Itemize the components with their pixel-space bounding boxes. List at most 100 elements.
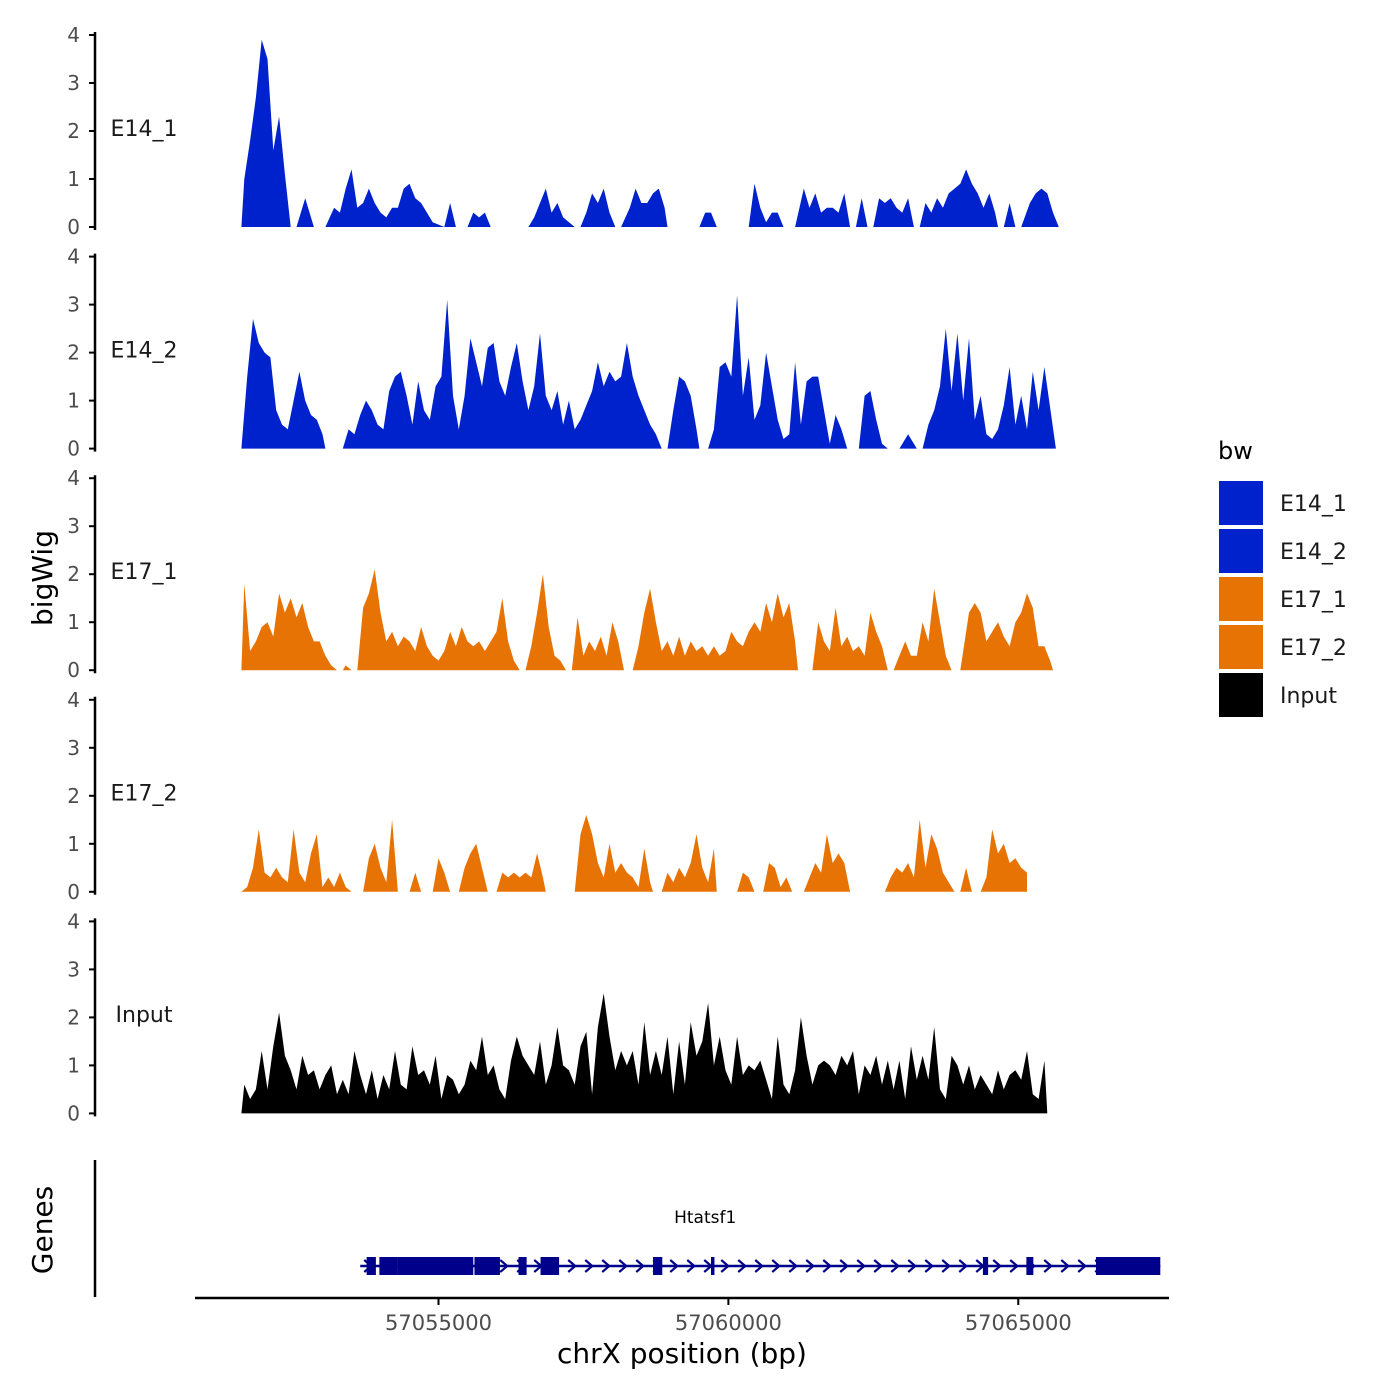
strand-arrow-icon xyxy=(754,1259,764,1273)
strand-arrow-icon xyxy=(1060,1259,1070,1273)
x-axis: 57055000 57060000 57065000 xyxy=(195,1296,1169,1335)
x-tick-label: 57055000 xyxy=(385,1311,492,1335)
y-tick-label: 0 xyxy=(67,658,80,682)
strand-arrow-icon xyxy=(822,1259,832,1273)
y-tick-label: 3 xyxy=(67,736,80,760)
track-e14_1: 0 1 2 3 4 E14_1 xyxy=(67,23,1059,239)
y-tick-label: 0 xyxy=(67,215,80,239)
gene-panel-title: Genes xyxy=(26,1186,59,1274)
strand-arrow-icon xyxy=(618,1259,628,1273)
y-tick-label: 3 xyxy=(67,293,80,317)
legend-swatch xyxy=(1219,481,1263,525)
y-tick-label: 1 xyxy=(67,167,80,191)
x-axis-title: chrX position (bp) xyxy=(557,1337,807,1370)
y-tick-label: 1 xyxy=(67,1053,80,1077)
strand-arrow-icon xyxy=(839,1259,849,1273)
y-tick-label: 0 xyxy=(67,1101,80,1125)
strand-arrow-icon xyxy=(907,1259,917,1273)
strand-arrow-icon xyxy=(737,1259,747,1273)
strand-arrow-icon xyxy=(873,1259,883,1273)
strand-arrow-icon xyxy=(856,1259,866,1273)
strand-arrow-icon xyxy=(1043,1259,1053,1273)
gene-exon xyxy=(1095,1257,1161,1275)
strand-arrow-icon xyxy=(992,1259,1002,1273)
legend-label: E14_2 xyxy=(1280,540,1347,565)
y-tick-label: 1 xyxy=(67,832,80,856)
gene-exon xyxy=(540,1257,560,1275)
legend-title: bw xyxy=(1218,437,1253,465)
area-input xyxy=(241,993,1048,1114)
track-input: 0 1 2 3 4 Input xyxy=(67,909,1048,1125)
track-label: E17_1 xyxy=(111,560,178,585)
y-tick-label: 1 xyxy=(67,389,80,413)
strand-arrow-icon xyxy=(720,1259,730,1273)
strand-arrow-icon xyxy=(567,1259,577,1273)
strand-arrow-icon xyxy=(1077,1259,1087,1273)
gene-exon xyxy=(653,1257,663,1275)
legend-label: E14_1 xyxy=(1280,492,1347,517)
track-e14_2: 0 1 2 3 4 E14_2 xyxy=(67,245,1056,461)
legend-label: E17_1 xyxy=(1280,588,1347,613)
y-tick-label: 3 xyxy=(67,71,80,95)
track-e17_2: 0 1 2 3 4 E17_2 xyxy=(67,688,1027,904)
strand-arrow-icon xyxy=(635,1259,645,1273)
y-tick-label: 2 xyxy=(67,784,80,808)
gene-exon xyxy=(397,1257,474,1275)
gene-exon xyxy=(982,1257,989,1275)
gene-exon xyxy=(518,1257,527,1275)
y-tick-label: 4 xyxy=(67,909,80,933)
gene-exon xyxy=(474,1257,500,1275)
x-tick-label: 57065000 xyxy=(965,1311,1072,1335)
legend-swatch xyxy=(1219,529,1263,573)
y-tick-label: 2 xyxy=(67,1005,80,1029)
strand-arrow-icon xyxy=(924,1259,934,1273)
strand-arrow-icon xyxy=(669,1259,679,1273)
gene-exon xyxy=(1026,1257,1034,1275)
legend-label: Input xyxy=(1280,684,1337,709)
legend-swatch xyxy=(1219,625,1263,669)
area-e14_1 xyxy=(241,39,1059,227)
legend-swatch xyxy=(1219,577,1263,621)
strand-arrow-icon xyxy=(890,1259,900,1273)
strand-arrow-icon xyxy=(788,1259,798,1273)
y-tick-label: 2 xyxy=(67,562,80,586)
legend-swatch xyxy=(1219,673,1263,717)
gene-exon xyxy=(366,1257,376,1275)
y-tick-label: 4 xyxy=(67,245,80,269)
track-label: E14_1 xyxy=(111,117,178,142)
area-e17_2 xyxy=(241,815,1027,892)
strand-arrow-icon xyxy=(1009,1259,1019,1273)
track-label: Input xyxy=(116,1003,173,1028)
strand-arrow-icon xyxy=(958,1259,968,1273)
y-tick-label: 0 xyxy=(67,880,80,904)
area-e14_2 xyxy=(241,295,1056,449)
strand-arrow-icon xyxy=(941,1259,951,1273)
gene-exon xyxy=(379,1257,398,1275)
strand-arrow-icon xyxy=(771,1259,781,1273)
y-axis-title: bigWig xyxy=(26,530,59,626)
strand-arrow-icon xyxy=(584,1259,594,1273)
y-tick-label: 2 xyxy=(67,119,80,143)
strand-arrow-icon xyxy=(601,1259,611,1273)
x-tick-label: 57060000 xyxy=(675,1311,782,1335)
gene-exon xyxy=(710,1257,715,1275)
track-label: E14_2 xyxy=(111,338,178,363)
strand-arrow-icon xyxy=(499,1259,509,1273)
signal-tracks: 0 1 2 3 4 E14_1 0 1 2 3 4 E14_2 0 1 2 3 4 E17_1 0 1 2 3 4 E17_2… xyxy=(67,23,1059,1125)
y-tick-label: 4 xyxy=(67,23,80,47)
y-tick-label: 3 xyxy=(67,514,80,538)
legend: bw E14_1 E14_2 E17_1 E17_2 Input xyxy=(1218,437,1347,717)
legend-label: E17_2 xyxy=(1280,636,1347,661)
strand-arrow-icon xyxy=(686,1259,696,1273)
area-e17_1 xyxy=(241,569,1053,671)
track-label: E17_2 xyxy=(111,782,178,807)
gene-track-panel: Htatsf1 xyxy=(93,1160,1161,1297)
track-e17_1: 0 1 2 3 4 E17_1 xyxy=(67,466,1053,682)
y-tick-label: 3 xyxy=(67,957,80,981)
gene-name-label: Htatsf1 xyxy=(674,1208,736,1228)
y-tick-label: 2 xyxy=(67,341,80,365)
y-tick-label: 4 xyxy=(67,466,80,490)
y-tick-label: 0 xyxy=(67,437,80,461)
strand-arrow-icon xyxy=(805,1259,815,1273)
